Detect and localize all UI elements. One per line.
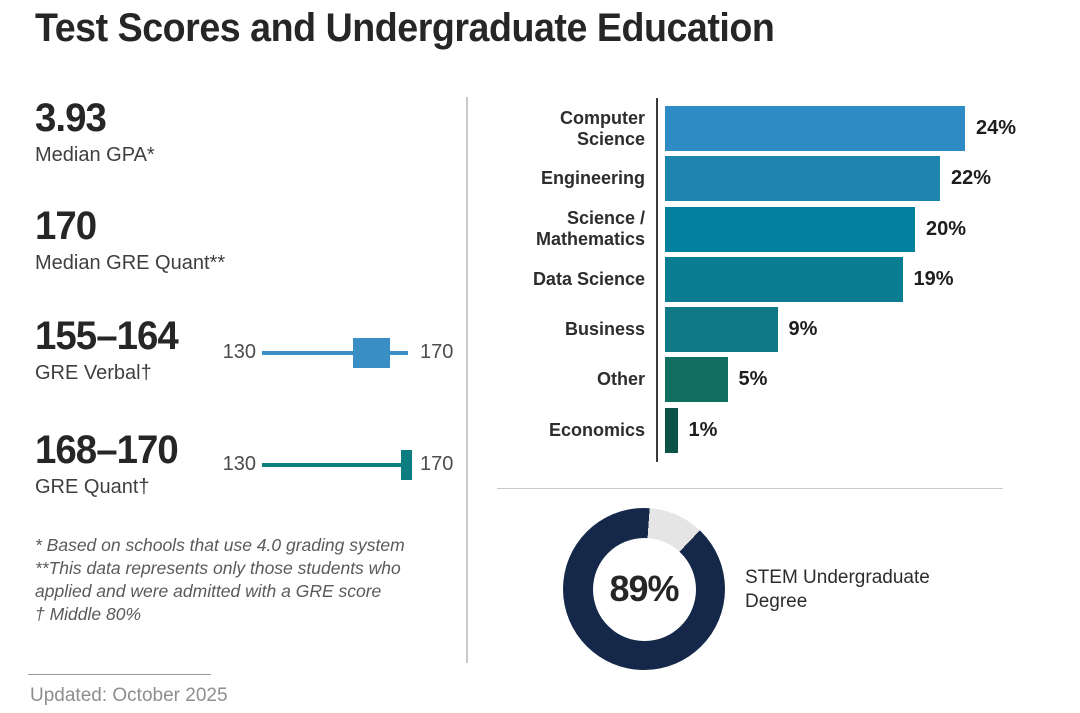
bar-category-label: Business (564, 319, 645, 340)
page-title: Test Scores and Undergraduate Education (35, 6, 775, 50)
bar (665, 307, 778, 353)
range-max-label: 170 (420, 341, 454, 363)
stat-gre-quant-range-label: GRE Quant† (35, 476, 150, 498)
bar-row: Economics 1% (487, 407, 1067, 453)
bar (665, 206, 915, 252)
bar-row: Business 9% (487, 307, 1067, 353)
range-min-label: 130 (222, 453, 256, 475)
footnotes: * Based on schools that use 4.0 grading … (35, 534, 415, 626)
bar-row: Computer Science 24% (487, 106, 1067, 151)
bar (665, 407, 678, 453)
bar-category-label: Engineering (540, 168, 645, 189)
gre-verbal-range-plot: 130 170 (222, 338, 462, 368)
bar-category-label: Science / Mathematics (535, 208, 645, 250)
updated-divider (28, 674, 211, 675)
bar-value-label: 24% (976, 117, 1017, 139)
stem-donut-chart: 89% (563, 508, 725, 670)
range-max-label: 170 (420, 453, 454, 475)
stat-gpa-value: 3.93 (35, 96, 107, 140)
bar-value-label: 19% (913, 267, 954, 290)
bar (665, 357, 728, 403)
bar-category-label: Economics (548, 419, 645, 440)
bar (665, 156, 940, 202)
bar (665, 106, 965, 151)
stat-gpa: 3.93 Median GPA* (35, 96, 155, 167)
donut-caption: STEM Undergraduate Degree (745, 567, 930, 612)
bar-category-label: Computer Science (560, 107, 645, 149)
stat-gre-quant-median-value: 170 (35, 204, 97, 248)
major-bar-chart: Computer Science 24% Engineering 22% Science… (487, 106, 1067, 458)
range-min-label: 130 (222, 341, 256, 363)
stat-gre-quant-median: 170 Median GRE Quant** (35, 204, 225, 275)
range-line (262, 463, 408, 467)
bar-row: Other 5% (487, 357, 1067, 403)
footnote-line: † Middle 80% (35, 604, 142, 625)
stat-gre-verbal-range-value: 155–164 (35, 314, 179, 358)
stat-gre-verbal-range: 155–164 GRE Verbal† (35, 314, 184, 385)
donut-hole: 89% (592, 537, 696, 641)
bar-category-label: Other (596, 369, 645, 390)
range-marker (353, 338, 390, 368)
stat-gre-verbal-range-label: GRE Verbal† (35, 362, 152, 384)
stat-gpa-label: Median GPA* (35, 144, 155, 166)
footnote-line: * Based on schools that use 4.0 grading … (35, 535, 405, 555)
footnote-line: **This data represents only those studen… (35, 558, 401, 602)
bar-value-label: 22% (951, 167, 992, 190)
updated-text: Updated: October 2025 (30, 685, 228, 706)
bar-category-label: Data Science (532, 268, 645, 289)
stat-gre-quant-range-value: 168–170 (35, 428, 179, 472)
bar-value-label: 5% (738, 368, 768, 391)
stat-gre-quant-median-label: Median GRE Quant** (35, 252, 226, 274)
chart-donut-divider (497, 488, 1003, 489)
range-line (262, 351, 408, 355)
stat-gre-quant-range: 168–170 GRE Quant† (35, 428, 184, 499)
gre-quant-range-plot: 130 170 (222, 450, 462, 480)
vertical-divider (466, 97, 468, 663)
bar-value-label: 20% (926, 217, 967, 240)
bar-row: Data Science 19% (487, 256, 1067, 302)
bar-value-label: 9% (788, 318, 818, 341)
bar-row: Science / Mathematics 20% (487, 206, 1067, 252)
bar-row: Engineering 22% (487, 156, 1067, 202)
bar-value-label: 1% (688, 418, 718, 441)
bar (665, 256, 903, 302)
bar-chart-axis (656, 98, 658, 462)
donut-center-value: 89% (609, 568, 679, 609)
range-marker (400, 450, 412, 480)
